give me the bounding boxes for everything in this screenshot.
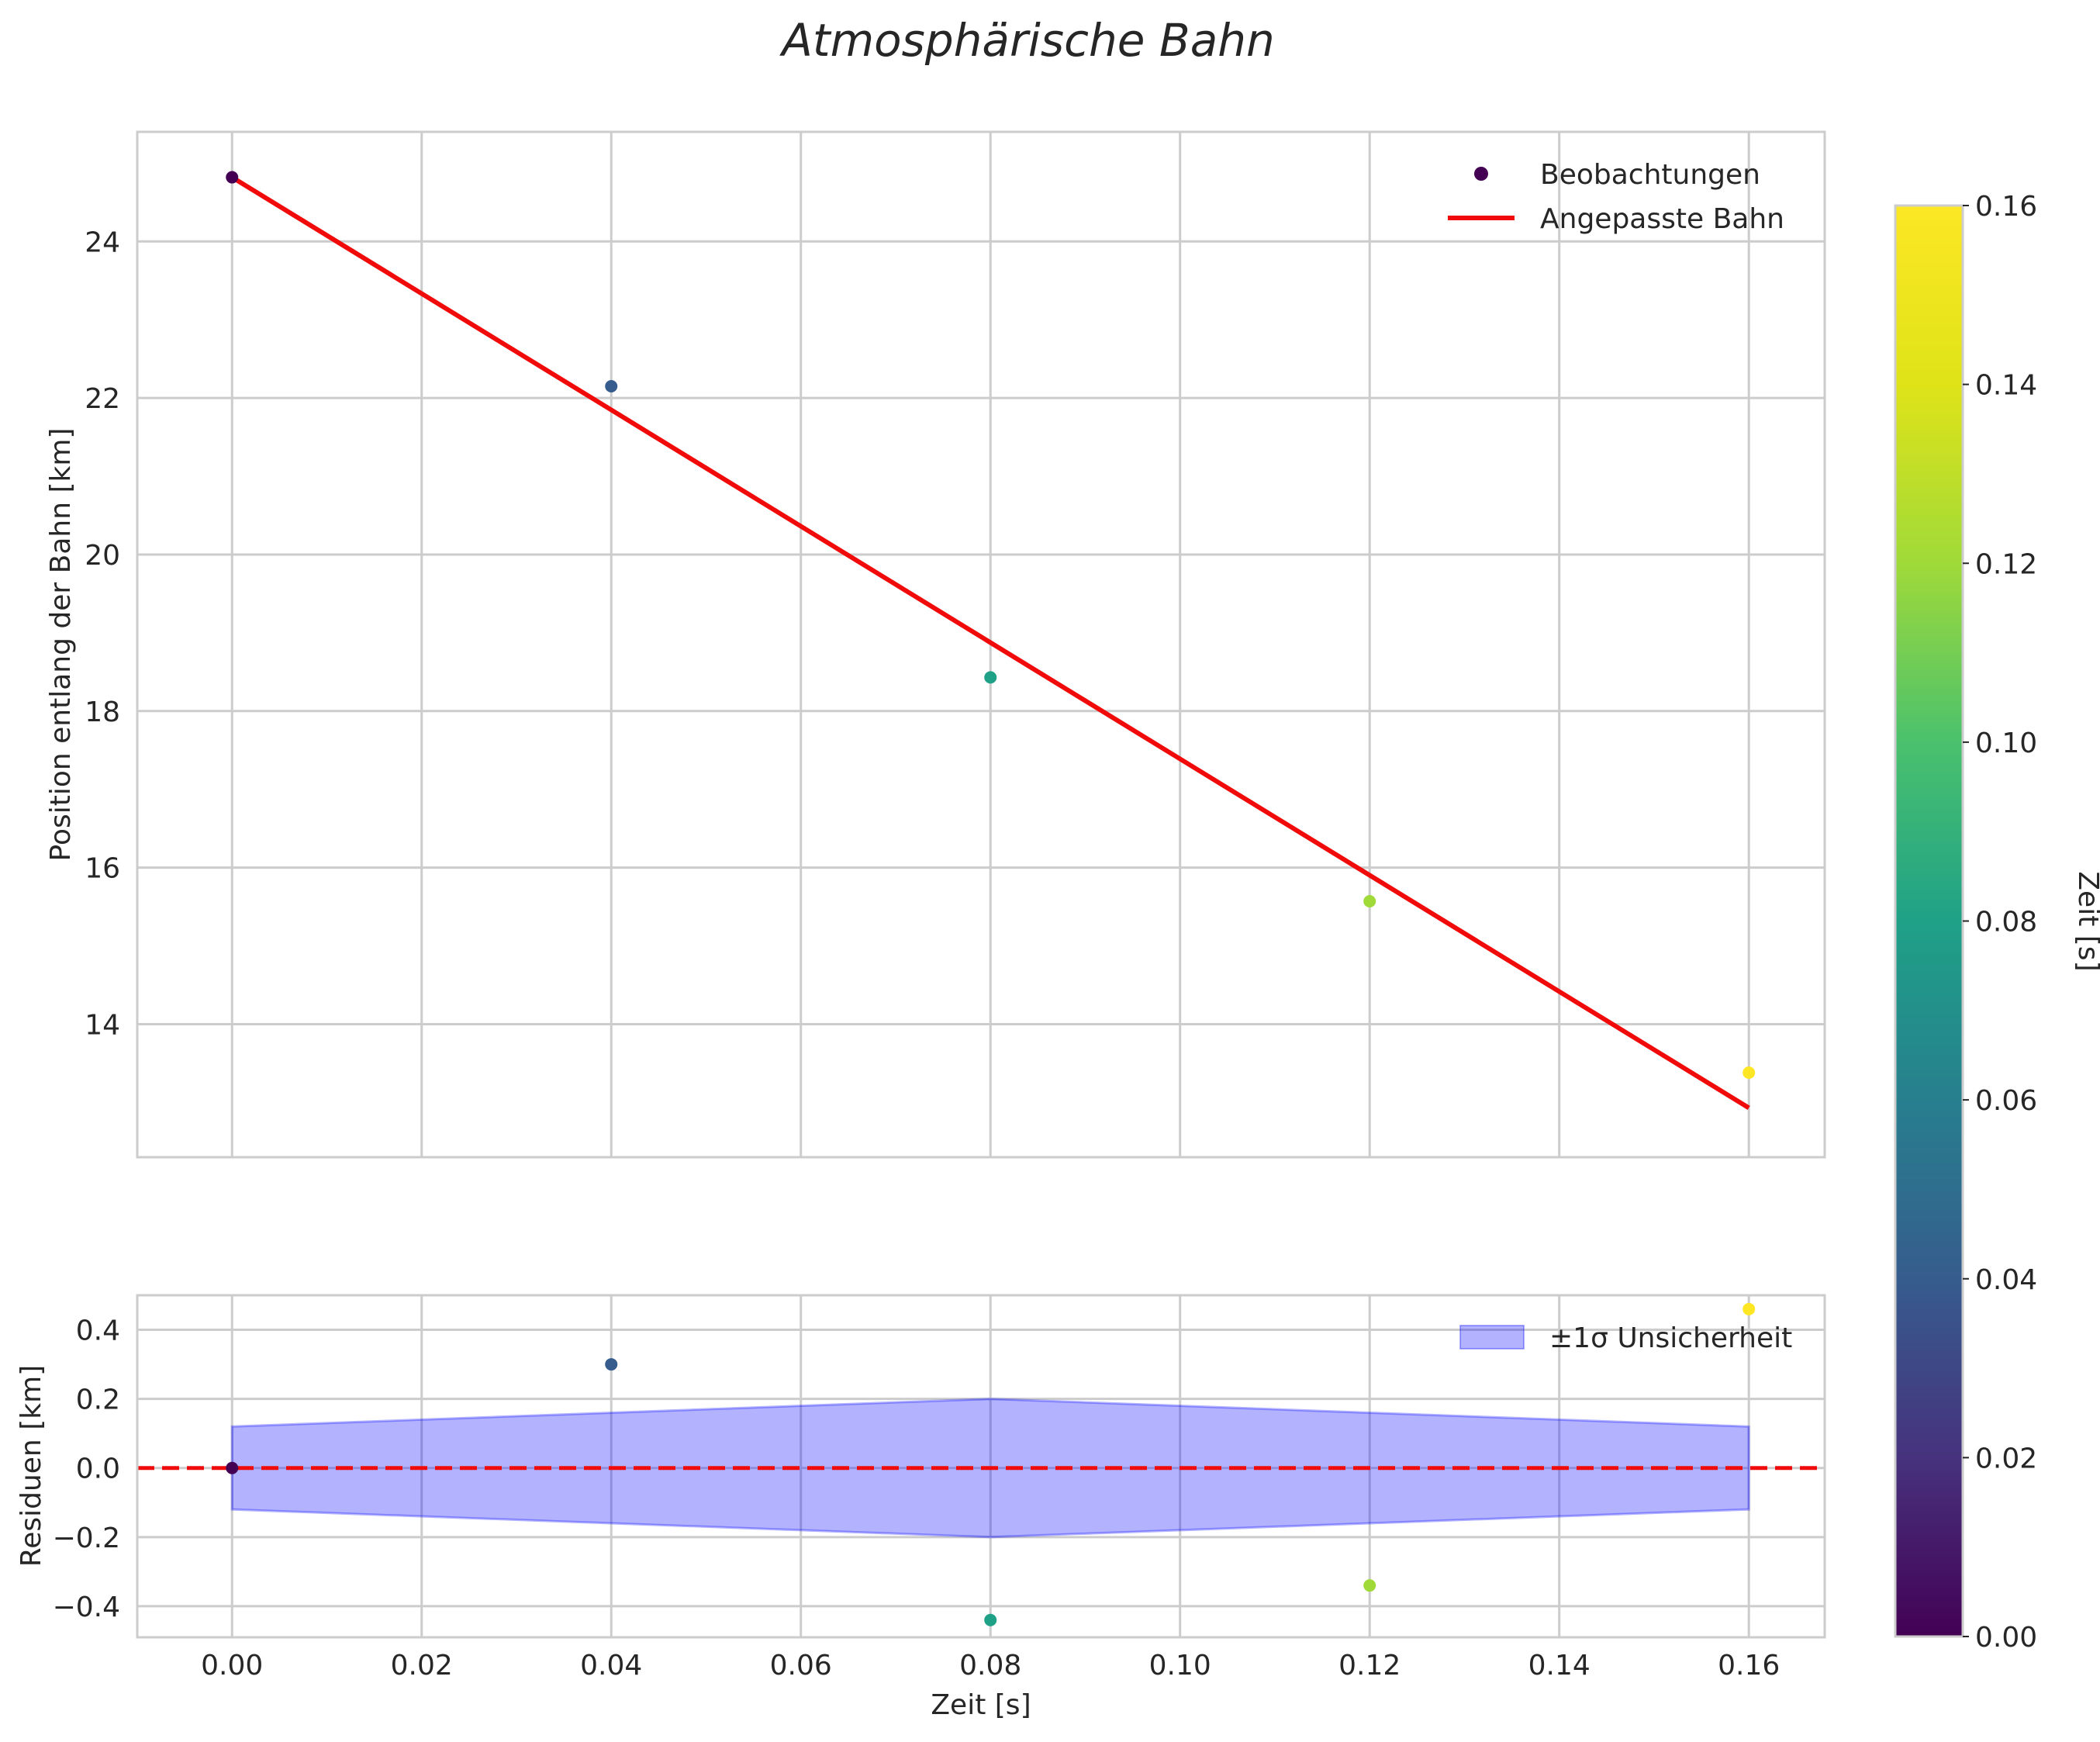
residual-y-tick-label: 0.0 [76, 1453, 120, 1485]
colorbar-tick-label: 0.00 [1975, 1622, 2037, 1654]
x-tick-label: 0.16 [1718, 1650, 1780, 1682]
x-tick-label: 0.04 [580, 1650, 642, 1682]
fit-line [230, 175, 1750, 1110]
legend-label-observations: Beobachtungen [1540, 159, 1760, 191]
main-y-tick-label: 14 [85, 1009, 120, 1041]
residual-plot: −0.4−0.20.00.20.4 0.00 0.02 0.04 0.06 0.08 0.… [16, 1294, 1826, 1721]
main-y-tick-label: 20 [85, 540, 120, 572]
colorbar-tick-label: 0.12 [1975, 548, 2037, 580]
residual-points [226, 1302, 1756, 1626]
residual-y-tick-label: −0.2 [53, 1523, 120, 1554]
main-y-tick-label: 24 [85, 226, 120, 258]
main-legend: Beobachtungen Angepasste Bahn [1448, 159, 1784, 235]
residual-y-tick-label: 0.2 [76, 1384, 120, 1416]
residual-point [984, 1613, 997, 1626]
residual-y-tick-labels: −0.4 −0.2 0.0 0.2 0.4 [53, 1315, 120, 1623]
residual-point [605, 1358, 618, 1371]
residual-y-axis-label: Residuen [km] [16, 1365, 47, 1567]
colorbar-label: Zeit [s] [2072, 871, 2100, 971]
observation-point [1363, 895, 1376, 908]
x-axis-label: Zeit [s] [931, 1689, 1031, 1721]
legend-marker-observations [1474, 167, 1488, 181]
colorbar-gradient [1894, 204, 1964, 1638]
observation-point [226, 171, 239, 184]
chart-title: Atmosphärische Bahn [779, 14, 1275, 67]
observation-point [1743, 1066, 1756, 1080]
main-y-tick-label: 16 [85, 853, 120, 885]
colorbar: 0.00 0.02 0.04 0.06 0.08 0.10 0.12 0.14 0.16 Zei… [1894, 191, 2100, 1654]
colorbar-tick-label: 0.04 [1975, 1264, 2037, 1296]
residual-point [226, 1461, 239, 1474]
colorbar-tick-label: 0.14 [1975, 370, 2037, 402]
legend-label-uncertainty-band: ±1σ Unsicherheit [1549, 1322, 1792, 1354]
main-y-tick-label: 22 [85, 383, 120, 415]
residual-y-tick-label: 0.4 [76, 1315, 120, 1347]
colorbar-tick-label: 0.02 [1975, 1443, 2037, 1474]
x-tick-label: 0.02 [391, 1650, 453, 1682]
colorbar-tick-label: 0.16 [1975, 191, 2037, 223]
residual-y-tick-label: −0.4 [53, 1592, 120, 1623]
main-plot: 14 16 18 20 22 24 Position entlang der Bahn [… [45, 130, 1826, 1159]
main-grid [137, 132, 1825, 1157]
main-y-axis-label: Position entlang der Bahn [km] [45, 428, 77, 862]
colorbar-tick-label: 0.06 [1975, 1085, 2037, 1117]
x-tick-label: 0.00 [201, 1650, 263, 1682]
observation-point [605, 379, 618, 392]
x-tick-label: 0.10 [1149, 1650, 1211, 1682]
residual-legend: ±1σ Unsicherheit [1459, 1322, 1792, 1354]
colorbar-tick-label: 0.08 [1975, 907, 2037, 938]
main-plot-frame [136, 130, 1826, 1159]
observation-point [984, 671, 997, 684]
fit-line-group [230, 175, 1750, 1110]
x-tick-label: 0.14 [1528, 1650, 1591, 1682]
x-tick-label: 0.12 [1338, 1650, 1401, 1682]
colorbar-tick-label: 0.10 [1975, 728, 2037, 759]
residual-point [1743, 1302, 1756, 1315]
main-y-tick-label: 18 [85, 696, 120, 728]
observation-points [226, 171, 1756, 1080]
x-tick-labels: 0.00 0.02 0.04 0.06 0.08 0.10 0.12 0.14 0.16 [201, 1650, 1780, 1682]
x-tick-label: 0.08 [959, 1650, 1021, 1682]
main-plot-background [137, 132, 1825, 1157]
main-y-tick-labels: 14 16 18 20 22 24 [85, 226, 120, 1041]
x-tick-label: 0.06 [770, 1650, 832, 1682]
legend-marker-uncertainty-band [1459, 1325, 1525, 1350]
residual-plot-frame [136, 1294, 1826, 1639]
colorbar-tick-labels: 0.00 0.02 0.04 0.06 0.08 0.10 0.12 0.14 0.16 [1963, 191, 2037, 1654]
legend-label-fit-line: Angepasste Bahn [1540, 203, 1784, 235]
residual-point [1363, 1579, 1376, 1592]
